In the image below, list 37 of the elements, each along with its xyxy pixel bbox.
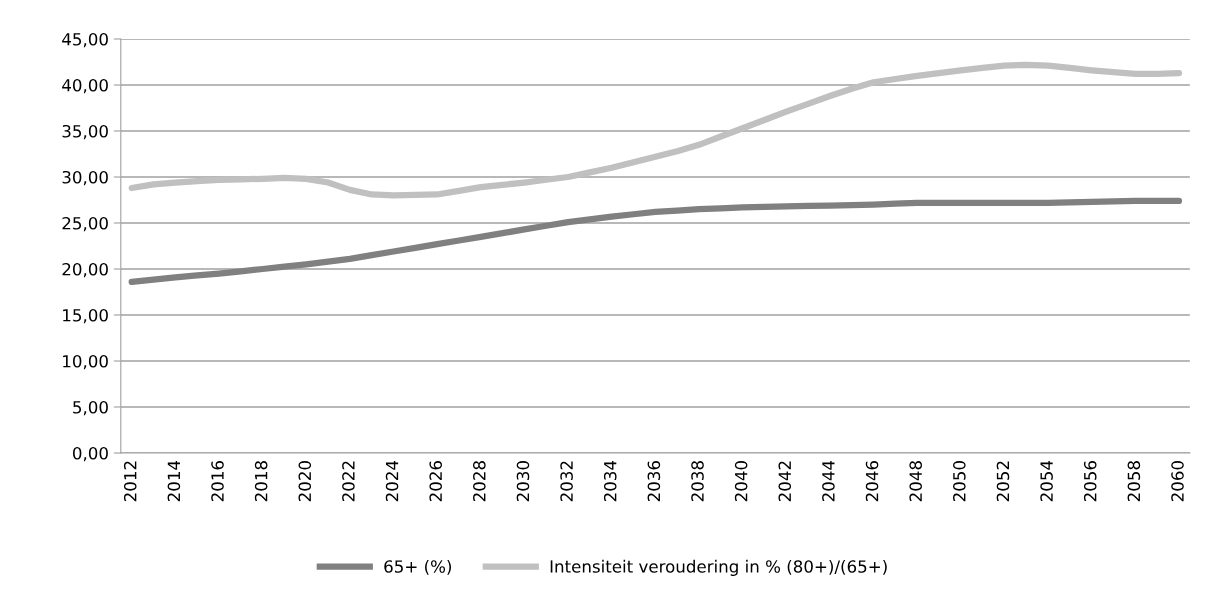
x-tick-label: 2052 <box>996 461 1010 502</box>
x-tick-label: 2056 <box>1083 460 1097 502</box>
x-tick-label: 2018 <box>254 461 268 502</box>
x-tick-label: 2040 <box>734 461 748 502</box>
y-tick-label: 0,00 <box>72 446 108 462</box>
x-tick-label: 2038 <box>691 461 704 502</box>
x-tick-label: 2032 <box>560 461 573 502</box>
x-tick-label: 2028 <box>473 461 486 502</box>
x-tick-label: 2048 <box>909 461 922 502</box>
x-tick-label: 2036 <box>647 460 661 502</box>
legend-label: Intensiteit veroudering in % (80+)/(65+) <box>550 559 887 576</box>
x-tick-label: 2026 <box>429 460 442 502</box>
x-tick-label: 2042 <box>778 461 792 502</box>
y-tick-label: 40,00 <box>62 78 108 94</box>
y-tick-label: 10,00 <box>63 354 108 370</box>
y-tick-label: 25,00 <box>62 216 108 232</box>
y-tick-label: 20,00 <box>62 262 108 278</box>
x-tick-label: 2014 <box>167 460 181 502</box>
x-tick-label: 2022 <box>342 461 355 502</box>
x-tick-label: 2054 <box>1040 460 1053 502</box>
x-tick-label: 2034 <box>603 460 617 502</box>
x-tick-label: 2050 <box>953 461 966 502</box>
y-tick-label: 5,00 <box>73 400 108 416</box>
x-tick-label: 2044 <box>822 460 835 502</box>
y-tick-label: 35,00 <box>62 124 108 140</box>
x-tick-label: 2016 <box>211 460 224 502</box>
legend-label: 65+ (%) <box>384 559 451 575</box>
x-tick-label: 2058 <box>1127 461 1141 502</box>
x-tick-label: 2030 <box>516 461 530 502</box>
y-tick-label: 30,00 <box>62 170 108 186</box>
y-tick-label: 15,00 <box>63 308 108 324</box>
x-tick-label: 2024 <box>385 460 399 502</box>
x-tick-label: 2046 <box>865 460 879 502</box>
y-tick-label: 45,00 <box>62 32 108 48</box>
x-tick-label: 2060 <box>1171 461 1184 502</box>
x-tick-label: 2020 <box>298 461 312 502</box>
x-tick-label: 2012 <box>123 461 137 502</box>
